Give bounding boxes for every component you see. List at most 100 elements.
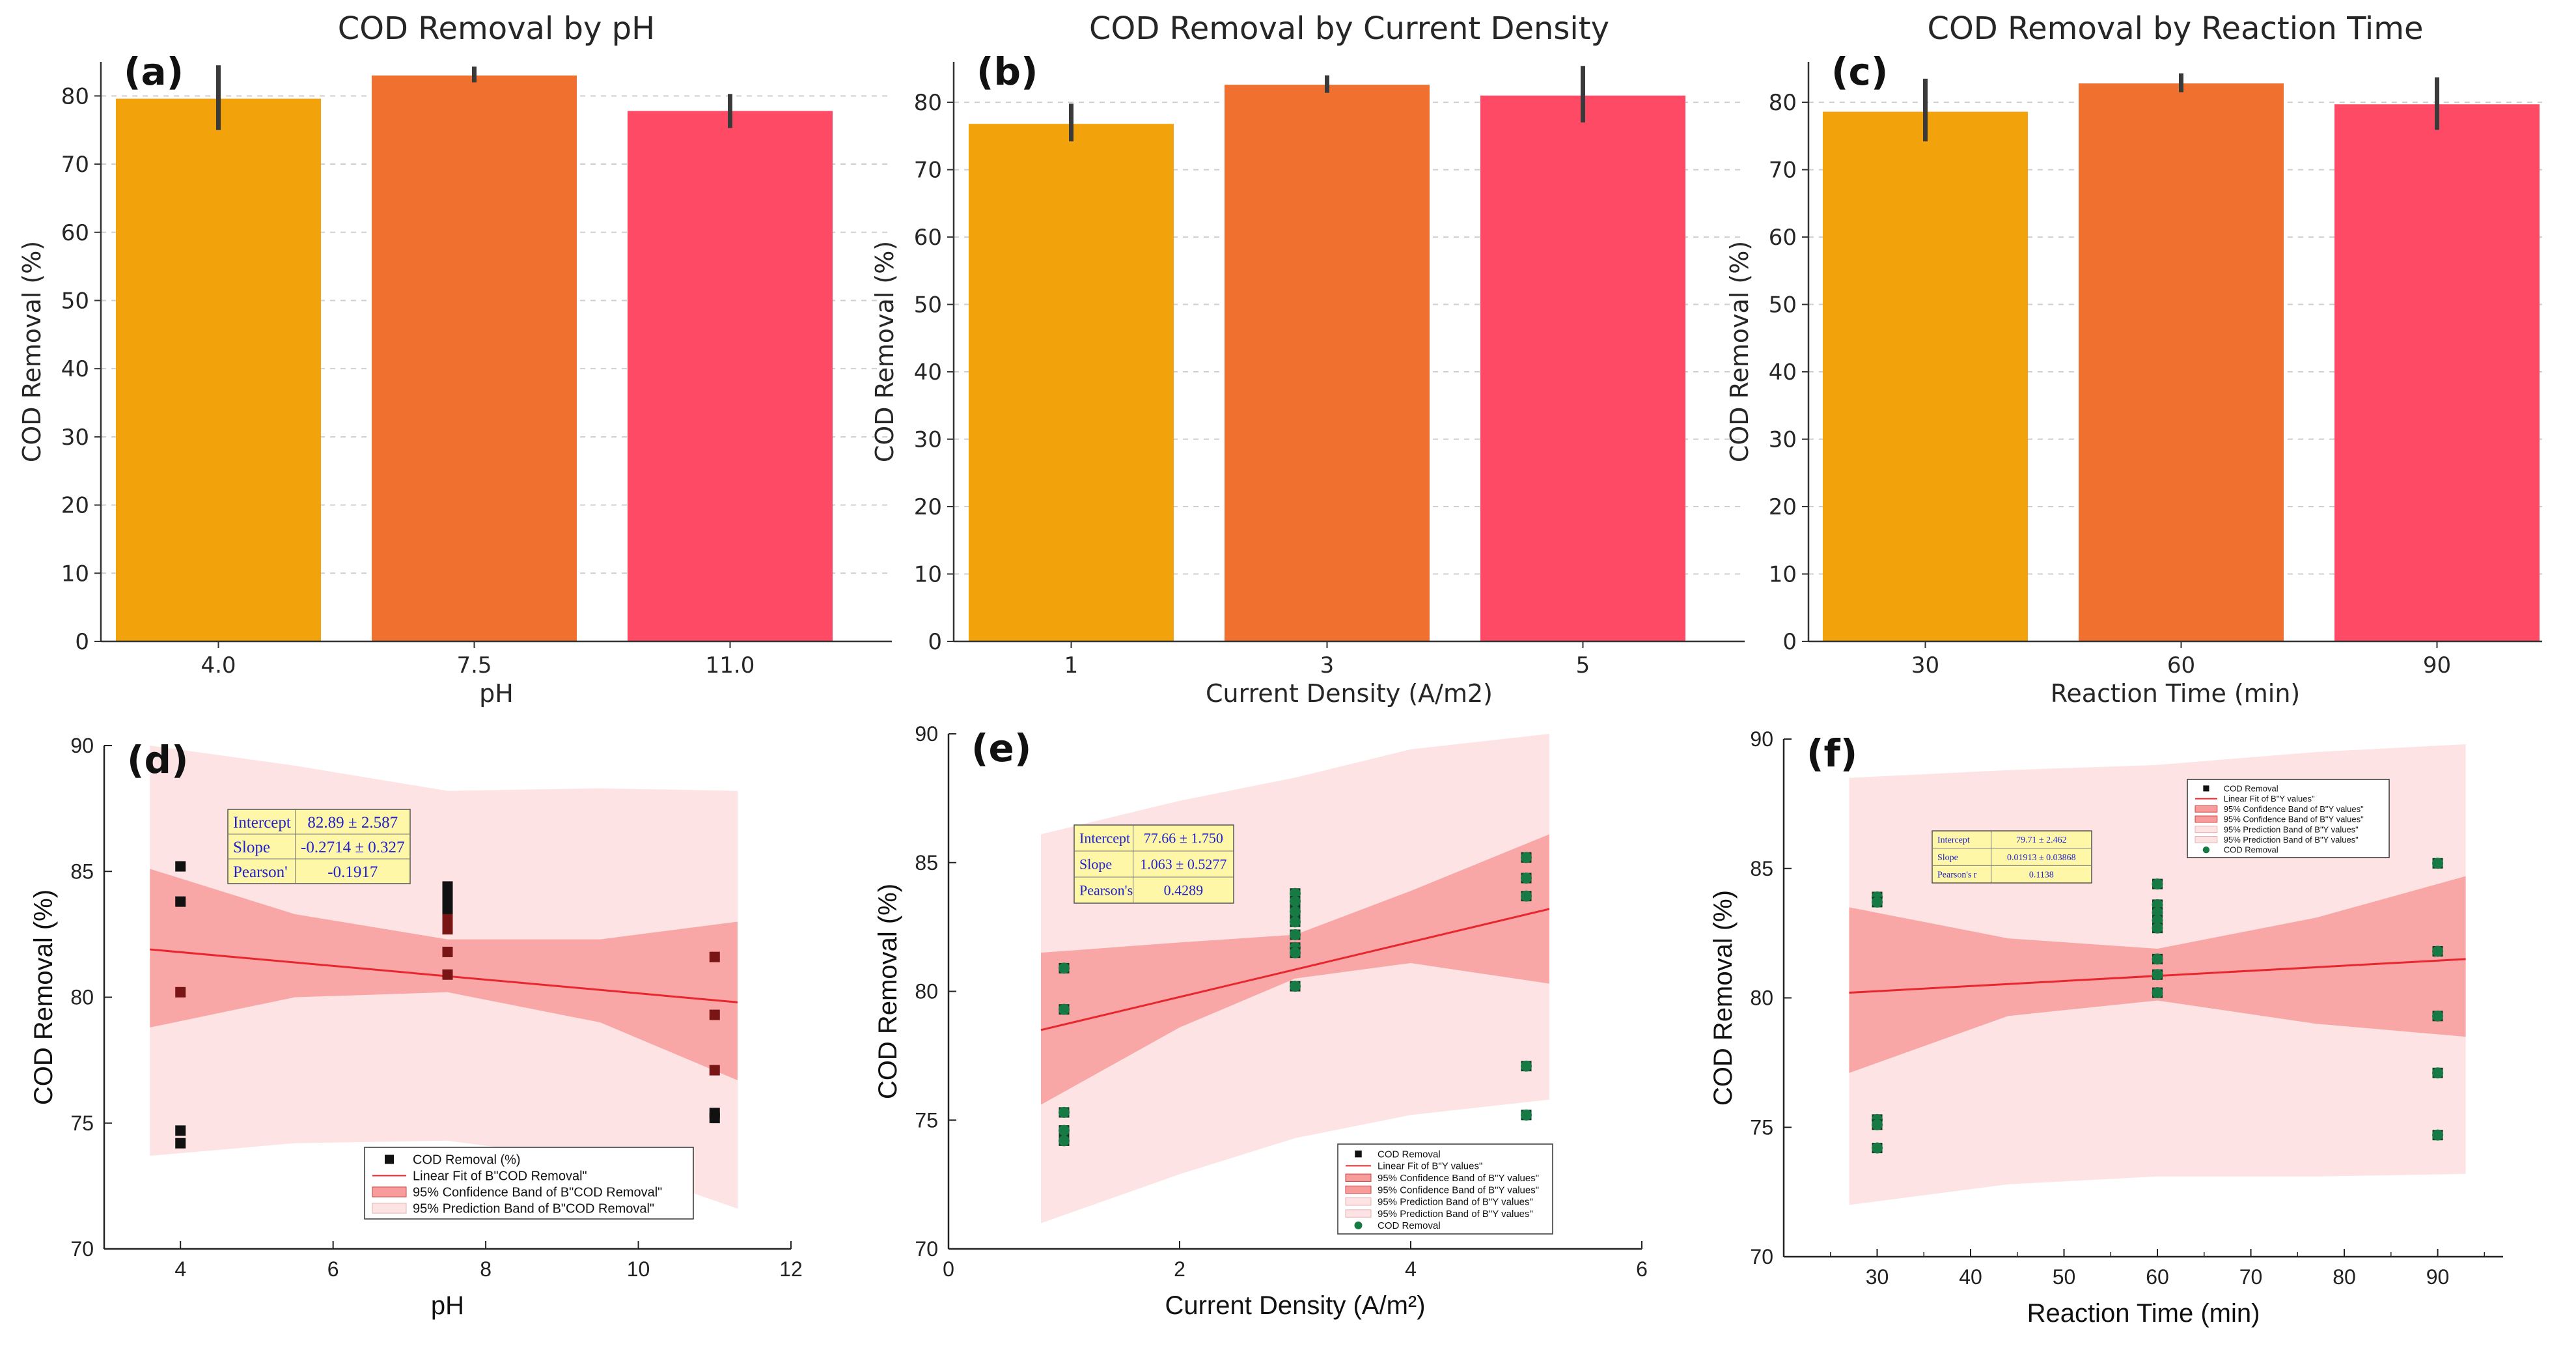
data-point xyxy=(175,861,186,872)
legend-frame xyxy=(2187,779,2390,858)
x-tick-label: 6 xyxy=(327,1257,339,1281)
legend-symbol-marker xyxy=(1355,1150,1362,1158)
stats-slope-value: 0.01913 ± 0.03868 xyxy=(2007,853,2076,863)
bar-chart-c: 30 60 90 0 10 20 30 40 50 60 70 80 COD Removal by Re… xyxy=(1725,10,2542,708)
x-axis-label: Reaction Time (min) xyxy=(2051,679,2301,708)
x-tick-label: 3 xyxy=(1320,652,1335,678)
regression-chart-e: 70 75 80 85 90 0 2 4 6 Current Density (A/m²) COD … xyxy=(874,722,1648,1320)
legend-symbol-marker xyxy=(2203,785,2209,792)
y-tick-label: 90 xyxy=(915,722,938,746)
y-tick-label: 75 xyxy=(915,1108,938,1132)
bar-chart-a: 4.0 7.5 11.0 0 10 20 30 40 50 60 70 80 COD Removal b… xyxy=(18,10,892,708)
chart-title: COD Removal by Reaction Time xyxy=(1927,10,2423,47)
y-tick-label: 20 xyxy=(1769,494,1797,520)
y-axis-label: COD Removal (%) xyxy=(874,884,902,1099)
chart-title: COD Removal by Current Density xyxy=(1089,10,1609,47)
data-point-overlay xyxy=(1872,896,1883,908)
x-tick-label: 60 xyxy=(2146,1265,2169,1289)
y-tick-label: 80 xyxy=(915,980,938,1003)
data-point-overlay xyxy=(1290,906,1301,917)
stats-pearson-value: -0.1917 xyxy=(327,863,378,881)
x-tick-label: 40 xyxy=(1959,1265,1982,1289)
x-tick-label: 4 xyxy=(174,1257,186,1281)
stats-intercept-label: Intercept xyxy=(1937,835,1970,845)
legend-label: Linear Fit of B"Y values" xyxy=(2224,794,2315,804)
panel-label: (f) xyxy=(1807,731,1857,776)
x-axis-label: pH xyxy=(479,679,514,708)
x-tick-label: 4 xyxy=(1405,1257,1417,1281)
y-tick-label: 10 xyxy=(914,562,942,588)
x-tick-label: 90 xyxy=(2423,652,2451,678)
x-tick-label: 90 xyxy=(2426,1265,2450,1289)
data-point xyxy=(175,1138,186,1149)
y-tick-label: 75 xyxy=(1750,1115,1773,1139)
legend-symbol-confidence xyxy=(2195,815,2218,823)
data-point-overlay xyxy=(2432,1129,2444,1141)
data-point-overlay xyxy=(1872,1119,1883,1130)
legend-symbol-marker xyxy=(385,1154,394,1164)
data-point-overlay xyxy=(2432,1067,2444,1079)
legend-label: 95% Confidence Band of B"Y values" xyxy=(2224,815,2364,824)
stats-pearson-value: 0.4289 xyxy=(1164,882,1204,899)
legend-symbol-prediction xyxy=(2195,826,2218,833)
data-point xyxy=(175,896,186,907)
legend-frame xyxy=(364,1147,694,1220)
legend-label: Linear Fit of B"Y values" xyxy=(1378,1161,1482,1172)
legend-symbol-confidence xyxy=(1345,1185,1372,1194)
x-axis-label: Current Density (A/m²) xyxy=(1165,1291,1425,1320)
y-tick-label: 30 xyxy=(1769,427,1797,453)
y-tick-label: 40 xyxy=(1769,359,1797,385)
data-point-overlay xyxy=(2152,987,2163,999)
legend-symbol-prediction xyxy=(2195,835,2218,843)
y-tick-label: 50 xyxy=(61,288,89,314)
legend-label: COD Removal (%) xyxy=(413,1153,521,1168)
bar-60 xyxy=(2079,83,2284,641)
bar-11.0 xyxy=(628,111,833,641)
legend-label: COD Removal xyxy=(2224,783,2278,793)
data-point-overlay xyxy=(1521,852,1532,863)
data-point-overlay xyxy=(1521,872,1532,884)
regression-stats-box: Intercept 79.71 ± 2.462 Slope 0.01913 ± 0.0… xyxy=(1932,830,2092,884)
y-tick-label: 85 xyxy=(1750,857,1773,880)
y-tick-label: 10 xyxy=(61,561,89,587)
data-point-overlay xyxy=(1290,929,1301,940)
y-tick-label: 85 xyxy=(70,860,94,883)
y-tick-label: 90 xyxy=(70,734,94,757)
data-point-overlay xyxy=(1521,1060,1532,1072)
legend-label: 95% Prediction Band of B"Y values" xyxy=(2224,835,2359,845)
data-point xyxy=(709,1065,720,1076)
stats-intercept-label: Intercept xyxy=(1079,830,1130,846)
bar-5 xyxy=(1480,95,1685,641)
data-point-overlay xyxy=(1290,947,1301,958)
legend-frame xyxy=(1337,1143,1553,1235)
data-point-overlay xyxy=(1059,1135,1070,1147)
y-tick-label: 70 xyxy=(1750,1245,1773,1268)
y-tick-label: 60 xyxy=(1769,225,1797,251)
y-axis-label: COD Removal (%) xyxy=(29,889,58,1105)
y-tick-label: 0 xyxy=(928,629,942,655)
legend-label: 95% Confidence Band of B"Y values" xyxy=(1378,1184,1539,1196)
panel-label: (c) xyxy=(1831,49,1888,94)
x-tick-label: 70 xyxy=(2239,1265,2263,1289)
x-tick-label: 4.0 xyxy=(201,652,236,678)
data-point xyxy=(442,881,453,892)
y-tick-label: 70 xyxy=(1769,158,1797,184)
y-axis-label: COD Removal (%) xyxy=(1709,890,1738,1106)
stats-pearson-value: 0.1138 xyxy=(2029,871,2054,880)
y-tick-label: 90 xyxy=(1750,727,1773,751)
stats-box-frame xyxy=(1073,824,1234,904)
x-tick-label: 50 xyxy=(2053,1265,2076,1289)
legend-symbol-circle xyxy=(2202,846,2210,854)
data-point xyxy=(175,986,186,998)
stats-slope-label: Slope xyxy=(1079,856,1112,873)
y-tick-label: 60 xyxy=(914,225,942,251)
stats-slope-value: 1.063 ± 0.5277 xyxy=(1140,856,1226,873)
bar-3 xyxy=(1225,85,1430,642)
legend-symbol-confidence xyxy=(2195,805,2218,813)
y-tick-label: 10 xyxy=(1769,562,1797,588)
stats-intercept-value: 77.66 ± 1.750 xyxy=(1144,830,1223,846)
data-point-overlay xyxy=(1290,981,1301,992)
